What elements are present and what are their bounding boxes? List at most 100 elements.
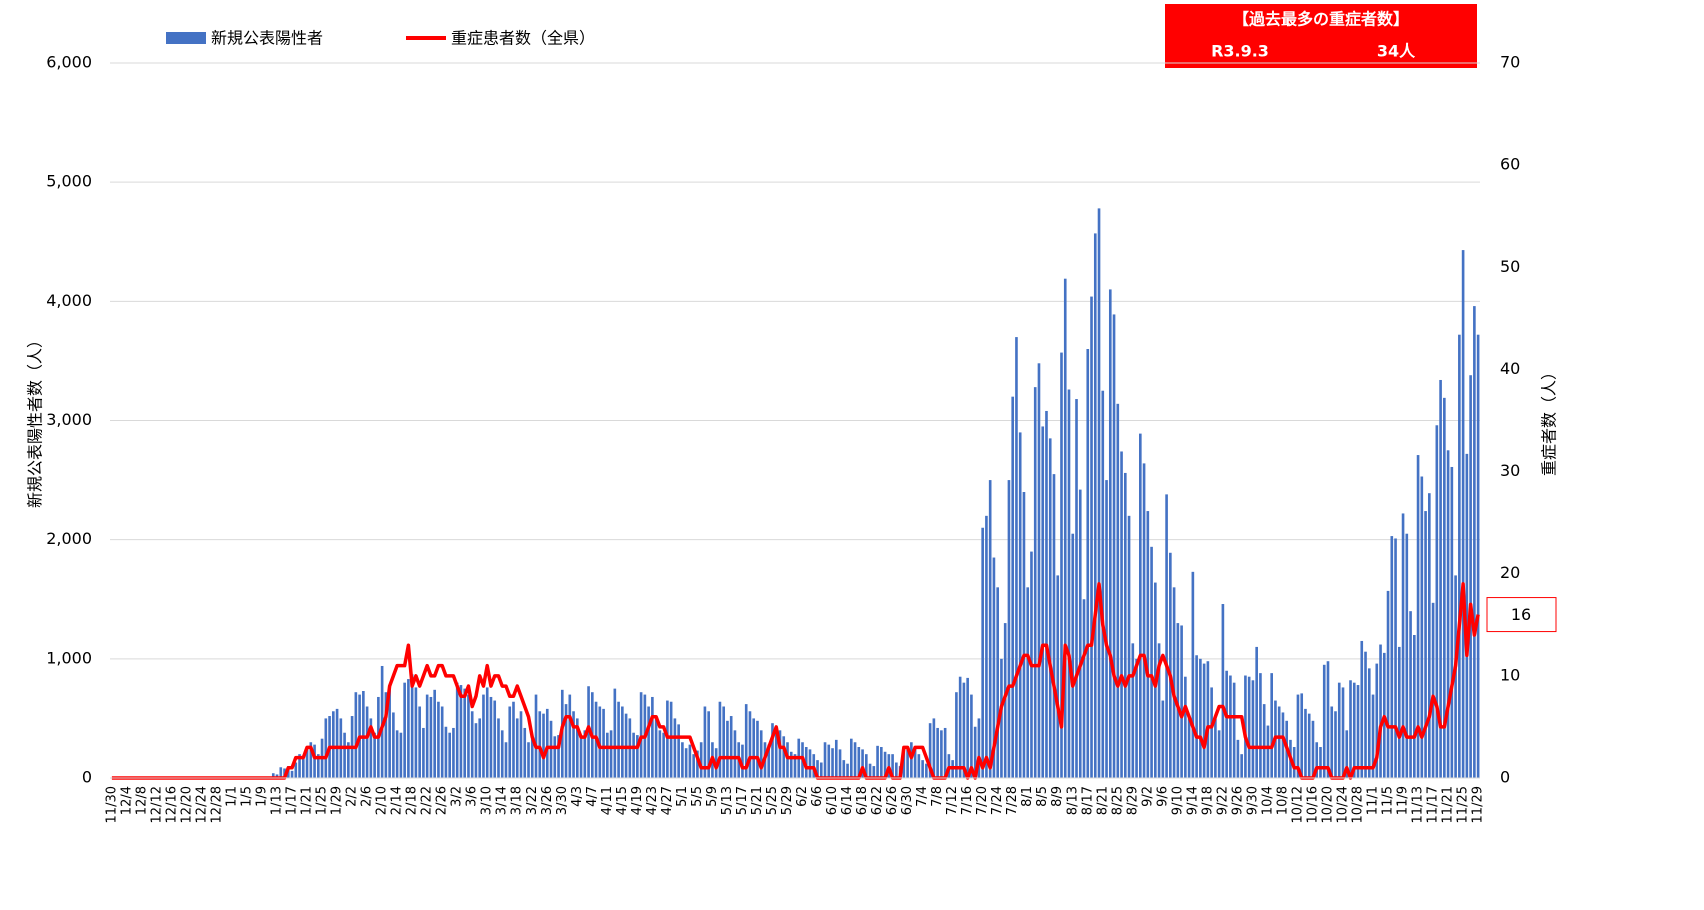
y-tick-label: 6,000 — [46, 53, 92, 72]
x-tick-label: 3/6 — [465, 786, 480, 807]
x-tick-label: 5/21 — [750, 786, 765, 815]
bar — [1394, 538, 1397, 778]
bar — [463, 688, 467, 778]
bar — [1097, 208, 1101, 779]
bar — [966, 677, 969, 778]
bar — [1322, 664, 1326, 778]
bar — [1037, 363, 1041, 778]
bar — [707, 711, 710, 778]
bar — [1386, 590, 1390, 778]
bar — [1270, 673, 1273, 778]
bar — [1296, 694, 1300, 778]
x-tick-label: 7/20 — [975, 786, 990, 815]
y2-axis-label: 重症者数（人） — [1540, 364, 1559, 476]
bar — [733, 730, 737, 778]
bar — [741, 744, 744, 778]
bar — [786, 742, 789, 778]
x-tick-label: 6/14 — [840, 786, 855, 815]
bar — [354, 692, 358, 778]
bar — [936, 727, 939, 778]
bar — [1184, 676, 1187, 778]
x-tick-label: 7/24 — [990, 786, 1005, 815]
bar — [365, 706, 369, 778]
y-tick-label: 0 — [82, 768, 92, 787]
bar — [1161, 700, 1165, 778]
bar — [440, 706, 444, 778]
y2-tick-label: 10 — [1500, 665, 1520, 684]
x-tick-label: 9/22 — [1215, 786, 1230, 815]
x-tick-label: 3/22 — [525, 786, 540, 815]
bar — [688, 744, 692, 778]
x-tick-label: 8/13 — [1065, 786, 1080, 815]
bar — [925, 763, 928, 778]
x-tick-label: 4/3 — [570, 786, 585, 807]
bar — [789, 751, 793, 778]
bar — [1236, 739, 1240, 778]
bar — [853, 742, 857, 778]
x-tick-label: 9/10 — [1170, 786, 1185, 815]
bar — [301, 756, 305, 778]
bar — [970, 694, 973, 778]
bar — [1352, 682, 1356, 778]
bar — [831, 748, 834, 778]
bar — [1086, 349, 1090, 778]
y2-tick-label: 50 — [1500, 257, 1520, 276]
bar — [1093, 233, 1097, 779]
bar — [395, 730, 399, 778]
bar — [1255, 646, 1258, 778]
x-tick-label: 11/17 — [1426, 786, 1441, 823]
bar — [504, 742, 508, 778]
x-tick-label: 12/20 — [179, 786, 194, 823]
x-tick-label: 11/29 — [1471, 786, 1486, 823]
y2-tick-label: 0 — [1500, 768, 1510, 787]
bar — [538, 711, 542, 778]
bar — [279, 767, 283, 778]
bar — [666, 700, 669, 778]
bar — [647, 706, 650, 778]
x-tick-label: 12/16 — [164, 786, 179, 823]
bar — [271, 773, 275, 778]
x-tick-label: 12/24 — [194, 786, 209, 823]
bar — [497, 718, 500, 778]
x-tick-label: 1/1 — [224, 786, 239, 807]
bar — [658, 730, 662, 778]
bar — [865, 754, 868, 778]
x-tick-label: 6/6 — [810, 786, 825, 807]
bar — [880, 747, 883, 778]
bar — [305, 748, 309, 778]
bar — [876, 745, 879, 778]
annotation-box — [1165, 4, 1477, 68]
bar — [1214, 718, 1217, 778]
bar — [519, 711, 523, 778]
x-tick-label: 2/14 — [390, 786, 405, 815]
bar — [1202, 663, 1206, 778]
bar — [1187, 718, 1191, 778]
y-tick-label: 4,000 — [46, 291, 92, 310]
x-tick-label: 8/29 — [1125, 786, 1140, 815]
bar — [1056, 575, 1060, 778]
y2-tick-label: 30 — [1500, 461, 1520, 480]
bar — [651, 696, 654, 778]
bar — [1000, 658, 1003, 778]
bar — [1033, 387, 1037, 778]
bar — [1473, 306, 1476, 778]
bar — [1431, 602, 1435, 778]
bar — [748, 711, 752, 778]
bar — [343, 732, 346, 778]
bar — [508, 706, 512, 778]
x-tick-label: 1/17 — [285, 786, 300, 815]
bar — [696, 750, 699, 778]
x-tick-label: 7/12 — [945, 786, 960, 815]
x-tick-label: 10/16 — [1305, 786, 1320, 823]
bar — [1063, 278, 1067, 778]
x-tick-label: 7/16 — [960, 786, 975, 815]
bar — [1165, 494, 1168, 778]
bar — [1071, 533, 1075, 778]
bar — [298, 754, 301, 778]
x-tick-label: 9/26 — [1230, 786, 1245, 815]
bar — [827, 744, 831, 778]
bar — [1060, 352, 1063, 778]
bar — [988, 480, 992, 778]
y2-tick-label: 60 — [1500, 155, 1520, 174]
